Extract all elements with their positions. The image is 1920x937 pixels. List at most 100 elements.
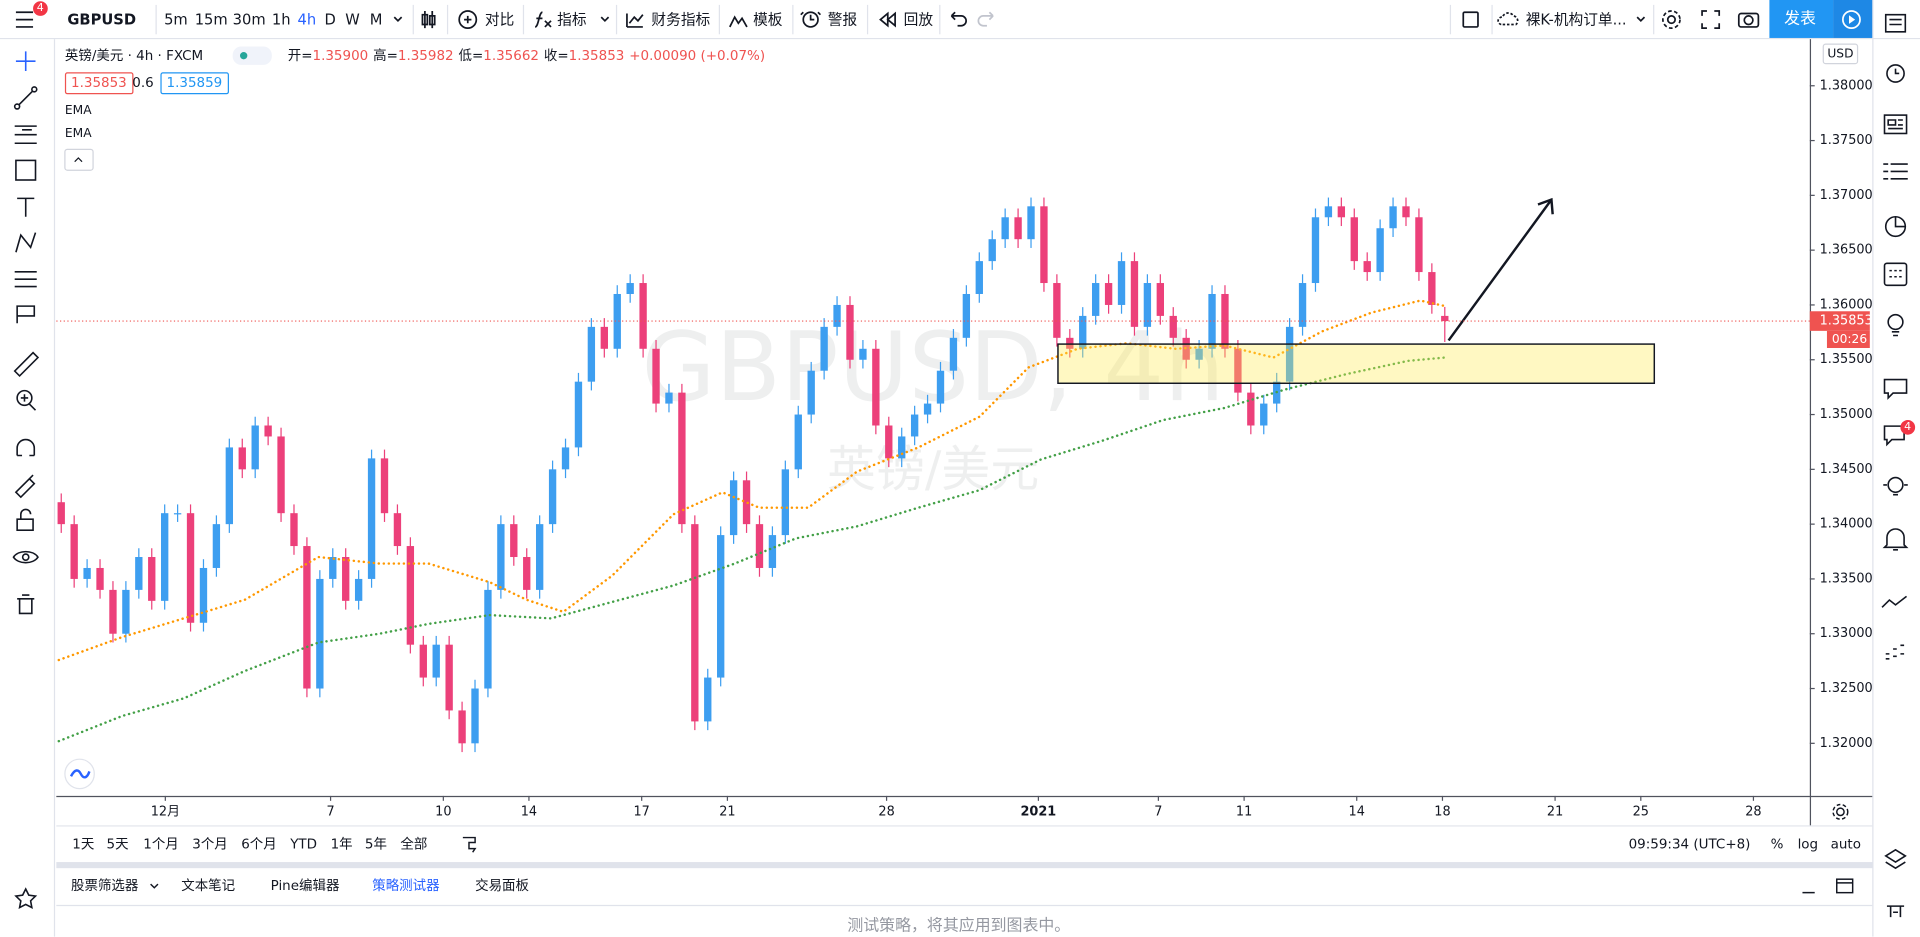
interval-button[interactable]: D [324,11,336,29]
candle-body [768,535,777,568]
goto-date-icon[interactable] [462,836,477,853]
interval-button[interactable]: W [345,11,360,29]
indicators-chevron[interactable] [600,16,610,23]
remove-tool[interactable] [17,594,35,615]
panel-tab[interactable]: Pine编辑器 [270,877,340,894]
range-button[interactable]: 6个月 [241,836,277,853]
layout_name-button[interactable]: 裸K-机构订单... [1525,11,1627,29]
select-icon[interactable] [1462,11,1479,28]
visibility-tool[interactable] [12,550,39,564]
range-button[interactable]: 5年 [364,836,387,853]
notifications-icon[interactable] [1882,528,1909,551]
candle-body [523,557,531,590]
range-button[interactable]: 全部 [400,836,428,853]
prediction-tool[interactable] [14,271,37,288]
data-window-icon[interactable] [1883,163,1908,180]
play-icon[interactable] [1842,10,1861,30]
symbol[interactable]: GBPUSD [67,11,137,29]
layers-icon[interactable] [1884,848,1907,870]
replay-button[interactable]: 回放 [903,11,934,29]
undo-icon[interactable] [950,11,967,27]
ideas-icon[interactable] [1887,313,1904,331]
favorites-icon[interactable] [14,887,38,910]
candle-body [238,447,246,470]
publish-button[interactable] [1769,0,1834,38]
indicator-legend[interactable]: EMA [64,104,92,118]
panel-tab[interactable]: 文本笔记 [181,877,236,894]
scale-option[interactable]: log [1797,836,1819,853]
interval-chevron[interactable] [393,16,403,23]
candle-body [471,688,479,744]
draw-mode-tool[interactable] [14,474,36,499]
collapse-icon[interactable] [74,157,83,163]
alerts-button[interactable]: 警报 [827,11,858,29]
financials-button[interactable]: 财务指标 [651,11,711,29]
toggle-bg[interactable] [232,46,272,65]
text-tool[interactable] [17,197,35,217]
measure-tool[interactable] [13,351,40,378]
indicators-button[interactable]: 指标 [557,11,587,29]
range-button[interactable]: 3个月 [192,836,228,853]
templates-button[interactable]: 模板 [753,11,783,29]
x-tick-label: 12月 [151,804,180,819]
replay-icon[interactable] [879,11,896,28]
zoom-tool[interactable] [16,389,33,407]
help-icon[interactable] [1887,476,1904,494]
cloud-icon[interactable] [1497,12,1519,26]
settings-icon[interactable] [1666,15,1676,25]
layout-chevron[interactable] [1636,16,1646,23]
range-button[interactable]: YTD [290,836,318,853]
news-icon[interactable] [1883,114,1908,135]
panel-tab[interactable]: 交易面板 [475,877,529,894]
panel-tab[interactable]: 股票筛选器 [71,877,139,894]
hotlist-icon[interactable] [1883,262,1908,287]
chat-icon[interactable] [1883,378,1908,400]
collapse-legend[interactable] [64,148,94,171]
fullscreen-icon[interactable] [1701,10,1721,30]
compare-button[interactable]: 对比 [484,11,515,29]
menu-icon[interactable] [15,11,34,28]
range-button[interactable]: 1天 [72,836,95,853]
interval-button[interactable]: 1h [271,11,291,29]
alerts-panel-icon[interactable] [1886,64,1905,83]
watchlist-icon[interactable] [1884,13,1907,33]
interval-button[interactable]: M [369,11,383,29]
shape-tool[interactable] [15,159,37,181]
snapshot-icon[interactable] [1737,12,1760,28]
fib-tool[interactable] [14,125,37,145]
alerts-icon[interactable] [802,11,819,28]
axis-settings-icon[interactable] [1836,807,1845,817]
range-button[interactable]: 1个月 [143,836,179,853]
candle-body [1053,283,1061,338]
lock-tool[interactable] [16,518,34,532]
crosshair-tool[interactable] [15,51,36,72]
panel-tab[interactable]: 策略测试器 [372,877,440,894]
candle-body [885,425,893,459]
publish-label[interactable]: 发表 [1784,9,1816,29]
interval-button[interactable]: 5m [164,11,188,29]
compare-icon[interactable] [458,10,478,30]
scale-option[interactable]: auto [1830,836,1861,853]
templates-icon[interactable] [729,15,748,28]
range-button[interactable]: 5天 [106,836,129,853]
pattern-tool[interactable] [15,232,37,253]
magnet-tool[interactable] [16,438,36,457]
dom-icon[interactable] [1886,905,1905,918]
candle-body [1234,348,1242,393]
icon-tool[interactable] [16,305,36,324]
order-icon[interactable] [1881,595,1908,608]
range-button[interactable]: 1年 [330,836,353,853]
scale-option[interactable]: % [1770,836,1784,853]
financials-icon[interactable] [626,13,644,28]
screener-chevron[interactable] [150,883,159,889]
candle-body [1156,283,1164,316]
depth-icon[interactable] [1885,644,1905,660]
chart-type-icon[interactable] [421,11,436,29]
maximize-panel[interactable] [1836,878,1854,894]
candle-body [1130,261,1139,327]
interval-button[interactable]: 30m [232,11,266,29]
indicators-icon[interactable] [534,11,552,28]
interval-button[interactable]: 15m [194,11,228,29]
interval-button[interactable]: 4h [297,11,317,29]
indicator-legend[interactable]: EMA [64,127,92,141]
